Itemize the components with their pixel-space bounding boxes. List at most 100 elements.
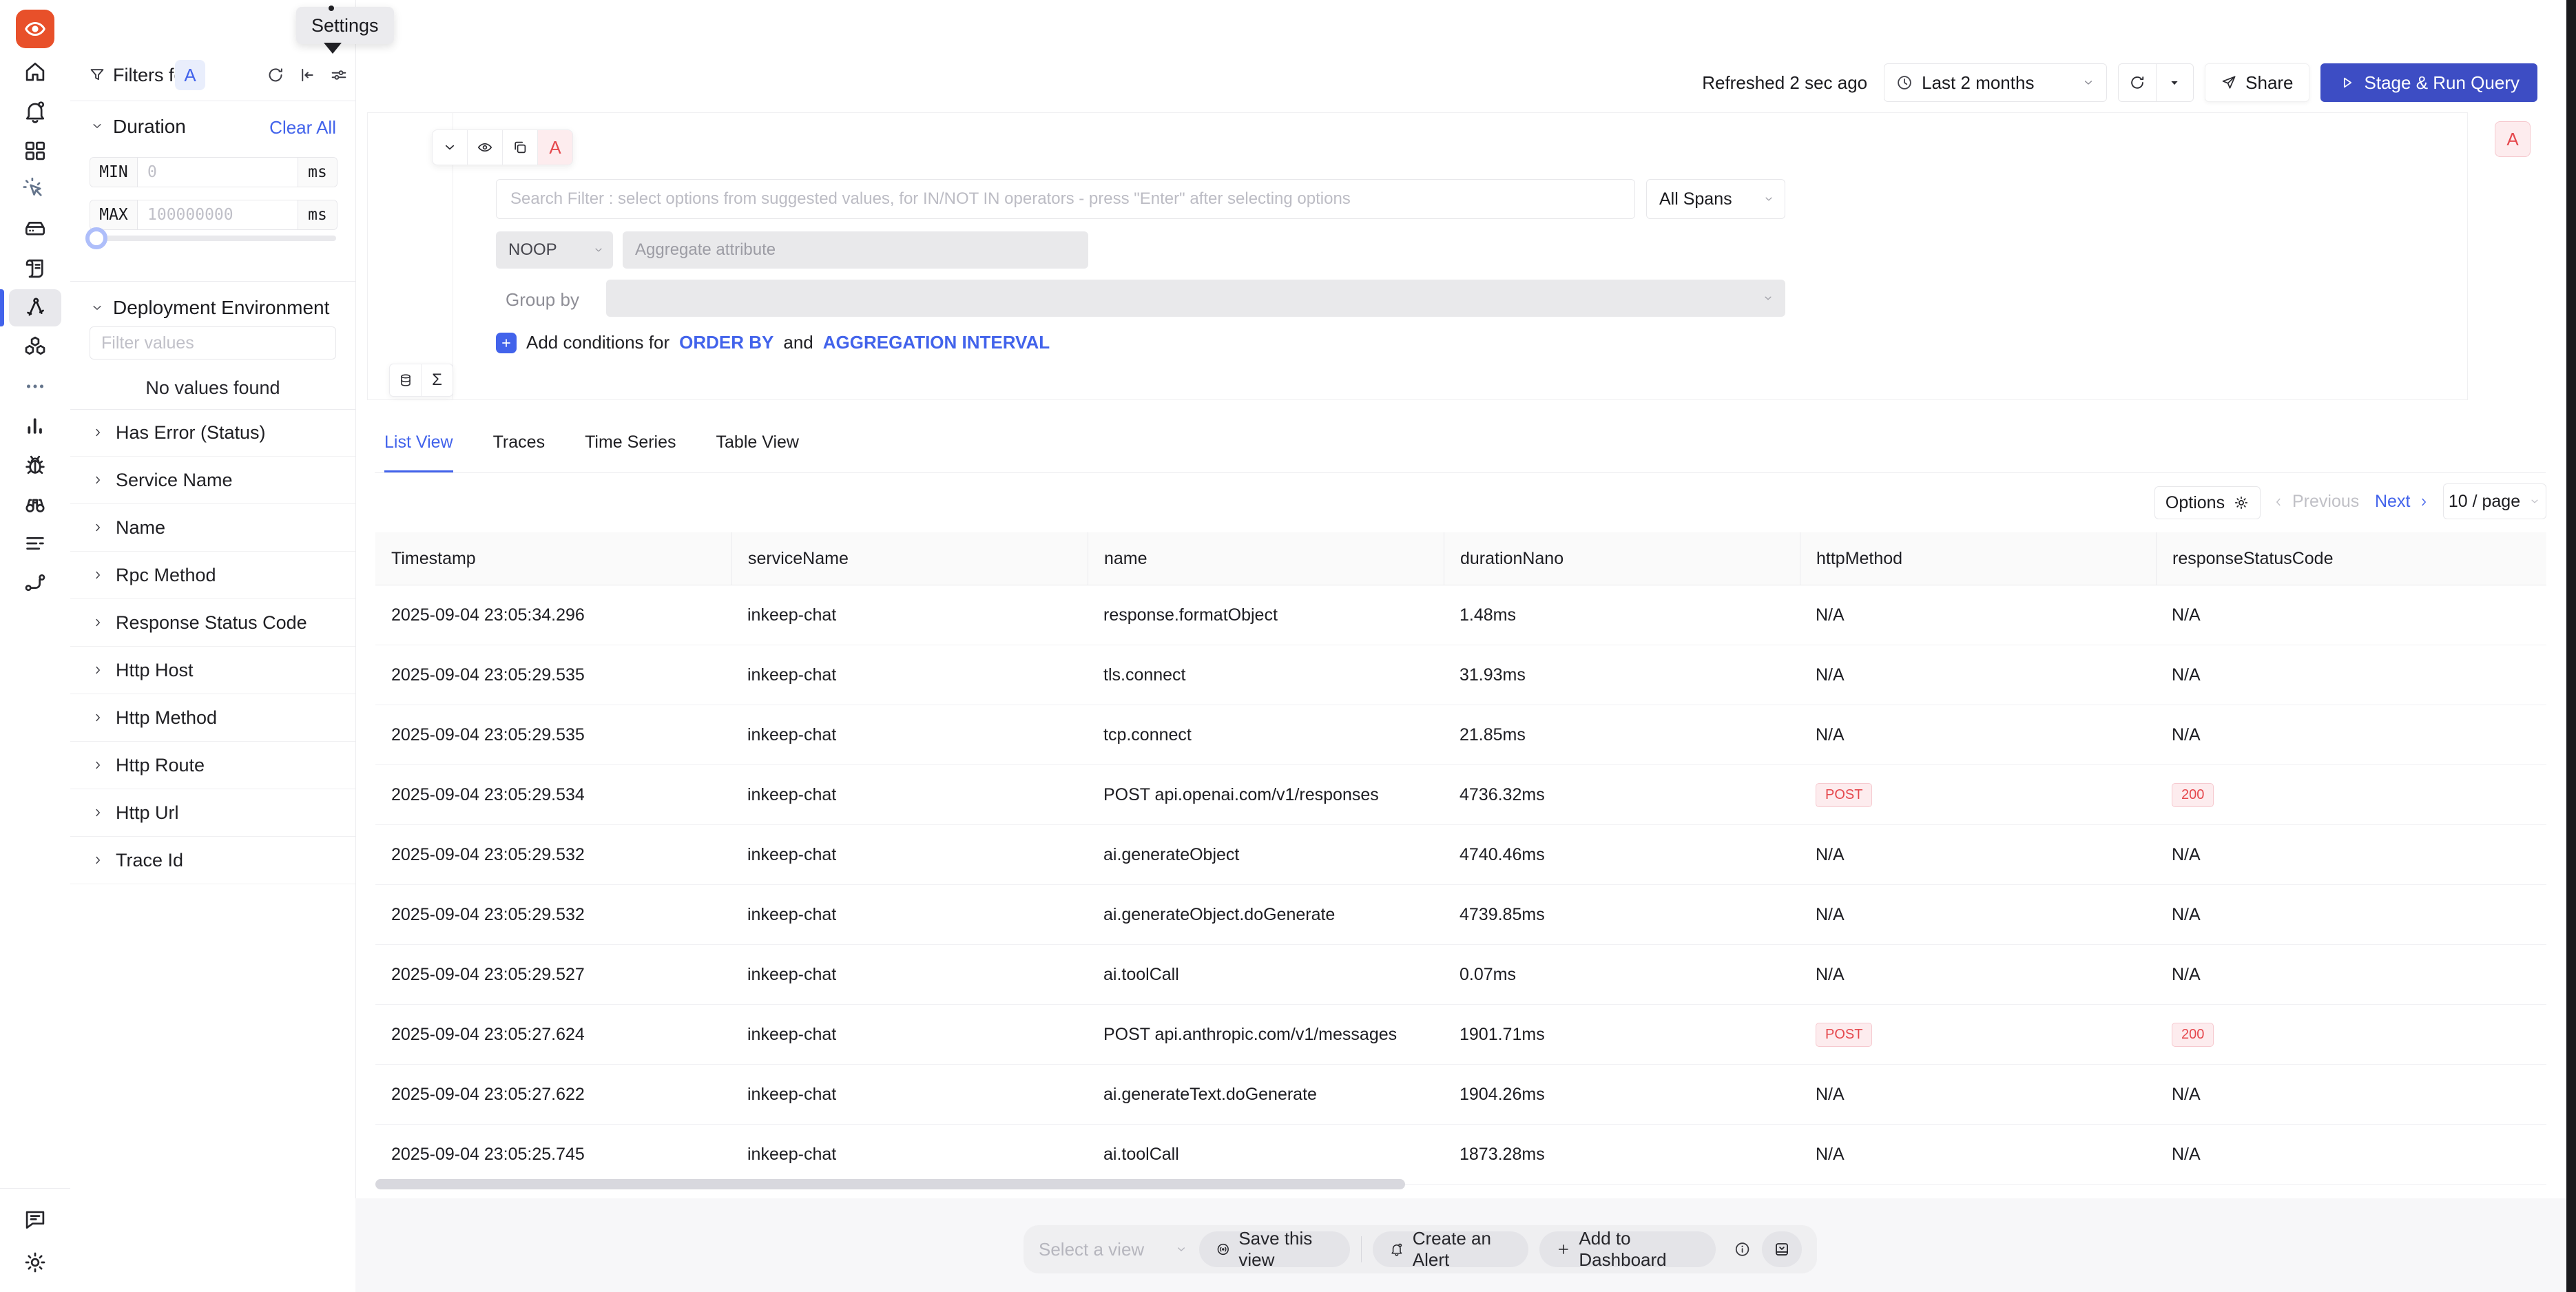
chevron-down-icon[interactable]: [90, 300, 105, 315]
min-unit-label: ms: [298, 158, 337, 187]
duration-min-input[interactable]: 0: [147, 163, 157, 181]
filter-section-service-name[interactable]: Service Name: [70, 457, 355, 504]
table-row[interactable]: 2025-09-04 23:05:27.622 inkeep-chat ai.gen…: [375, 1065, 2546, 1125]
add-to-dashboard-button[interactable]: Add to Dashboard: [1539, 1228, 1716, 1270]
sidebar-item-scroll[interactable]: [9, 250, 61, 287]
table-row[interactable]: 2025-09-04 23:05:29.532 inkeep-chat ai.gen…: [375, 825, 2546, 885]
time-range-select[interactable]: Last 2 months: [1884, 63, 2108, 102]
column-header-Timestamp[interactable]: Timestamp: [391, 548, 476, 568]
query-builder-mode-button[interactable]: [390, 364, 421, 396]
share-button[interactable]: Share: [2205, 63, 2309, 102]
create-alert-button[interactable]: Create an Alert: [1373, 1228, 1528, 1270]
refresh-button[interactable]: [2119, 64, 2157, 101]
horizontal-scrollbar[interactable]: [375, 1179, 1405, 1189]
aggregate-operator-select[interactable]: NOOP: [496, 231, 613, 269]
collapse-panel-icon[interactable]: [298, 65, 317, 85]
sidebar-item-flow[interactable]: [9, 564, 61, 601]
sidebar-item-dots[interactable]: [9, 368, 61, 405]
table-row[interactable]: 2025-09-04 23:05:29.532 inkeep-chat ai.gen…: [375, 885, 2546, 945]
sidebar-item-gear[interactable]: [9, 1244, 61, 1281]
filter-section-trace-id[interactable]: Trace Id: [70, 837, 355, 884]
order-by-link[interactable]: ORDER BY: [679, 332, 774, 353]
group-by-select[interactable]: [606, 280, 1785, 317]
clear-all-link[interactable]: Clear All: [269, 117, 336, 138]
view-tab-time-series[interactable]: Time Series: [585, 433, 676, 452]
view-tab-table-view[interactable]: Table View: [716, 433, 799, 452]
save-view-icon: [1216, 1240, 1231, 1258]
filter-section-has-error-status-[interactable]: Has Error (Status): [70, 409, 355, 457]
chevron-down-icon[interactable]: [90, 118, 105, 134]
chevron-down-icon: [1762, 292, 1774, 304]
table-row[interactable]: 2025-09-04 23:05:34.296 inkeep-chat respon…: [375, 585, 2546, 645]
sidebar-item-chat[interactable]: [9, 1201, 61, 1238]
query-label-badge[interactable]: A: [537, 130, 572, 165]
duration-slider-handle[interactable]: [85, 227, 107, 249]
floating-query-a-badge[interactable]: A: [2495, 121, 2531, 157]
next-page-button[interactable]: Next: [2375, 492, 2431, 512]
table-row[interactable]: 2025-09-04 23:05:25.745 inkeep-chat ai.too…: [375, 1125, 2546, 1185]
column-header-durationNano[interactable]: durationNano: [1444, 532, 1800, 585]
select-view-dropdown[interactable]: Select a view: [1039, 1239, 1188, 1260]
export-panel-button[interactable]: [1762, 1231, 1802, 1267]
table-row[interactable]: 2025-09-04 23:05:29.535 inkeep-chat tcp.co…: [375, 705, 2546, 765]
column-header-name[interactable]: name: [1088, 532, 1444, 585]
search-filter-input[interactable]: Search Filter : select options from sugg…: [496, 179, 1635, 219]
sidebar-item-server[interactable]: [9, 211, 61, 248]
stage-run-query-button[interactable]: Stage & Run Query: [2320, 63, 2537, 102]
clone-query-button[interactable]: [502, 130, 537, 165]
table-row[interactable]: 2025-09-04 23:05:29.527 inkeep-chat ai.too…: [375, 945, 2546, 1005]
sidebar-item-cursor[interactable]: [9, 171, 61, 209]
filter-section-response-status-code[interactable]: Response Status Code: [70, 599, 355, 647]
options-button[interactable]: Options: [2154, 486, 2261, 519]
sidebar-item-list[interactable]: [9, 525, 61, 562]
span-scope-select[interactable]: All Spans: [1646, 179, 1785, 219]
filter-values-input[interactable]: Filter values: [90, 326, 336, 360]
sidebar-item-bug[interactable]: [9, 446, 61, 483]
filter-section-label: Http Method: [116, 707, 218, 728]
column-header-serviceName[interactable]: serviceName: [731, 532, 1088, 585]
duration-slider-track[interactable]: [90, 236, 336, 241]
page-size-select[interactable]: 10 / page: [2443, 483, 2546, 519]
create-alert-label: Create an Alert: [1412, 1228, 1491, 1270]
refresh-options-button[interactable]: [2157, 64, 2194, 101]
add-condition-button[interactable]: [496, 332, 517, 353]
refresh-filters-icon[interactable]: [266, 65, 285, 85]
sidebar-item-binoculars[interactable]: [9, 486, 61, 523]
filter-section-name[interactable]: Name: [70, 504, 355, 552]
toggle-query-visibility-button[interactable]: [467, 130, 502, 165]
info-icon[interactable]: [1734, 1239, 1751, 1260]
filter-settings-icon[interactable]: [329, 65, 349, 85]
column-header-responseStatusCode[interactable]: responseStatusCode: [2156, 532, 2546, 585]
filter-section-http-route[interactable]: Http Route: [70, 742, 355, 789]
chevron-down-icon: [592, 244, 605, 256]
save-this-view-label: Save this view: [1238, 1228, 1313, 1270]
aggregation-interval-link[interactable]: AGGREGATION INTERVAL: [822, 332, 1050, 353]
aggregate-attribute-input[interactable]: Aggregate attribute: [623, 231, 1088, 269]
sidebar-item-cubes[interactable]: [9, 329, 61, 366]
view-tab-traces[interactable]: Traces: [492, 433, 546, 452]
filter-section-rpc-method[interactable]: Rpc Method: [70, 552, 355, 599]
filter-section-http-host[interactable]: Http Host: [70, 647, 355, 694]
save-this-view-button[interactable]: Save this view: [1198, 1228, 1351, 1270]
sidebar-item-home[interactable]: [9, 54, 61, 91]
bell-icon: [1389, 1240, 1404, 1258]
cell-durationNano: 1901.71ms: [1460, 1024, 1545, 1044]
table-row[interactable]: 2025-09-04 23:05:29.534 inkeep-chat POST a…: [375, 765, 2546, 825]
cell-responseStatusCode: N/A: [2172, 665, 2201, 685]
sidebar-item-divider[interactable]: [9, 289, 61, 326]
collapse-query-button[interactable]: [433, 130, 467, 165]
filter-section-http-method[interactable]: Http Method: [70, 694, 355, 742]
previous-page-button[interactable]: Previous: [2272, 492, 2359, 512]
filter-section-http-url[interactable]: Http Url: [70, 789, 355, 837]
sidebar-item-chart[interactable]: [9, 407, 61, 444]
view-tab-list-view[interactable]: List View: [384, 433, 453, 473]
table-row[interactable]: 2025-09-04 23:05:27.624 inkeep-chat POST a…: [375, 1005, 2546, 1065]
sidebar-item-bell[interactable]: [9, 93, 61, 130]
signoz-logo[interactable]: [16, 10, 54, 48]
duration-max-input[interactable]: 100000000: [147, 206, 233, 224]
formula-mode-button[interactable]: Σ: [421, 364, 453, 396]
column-header-httpMethod[interactable]: httpMethod: [1800, 532, 2156, 585]
table-row[interactable]: 2025-09-04 23:05:29.535 inkeep-chat tls.co…: [375, 645, 2546, 705]
cell-responseStatusCode: N/A: [2172, 605, 2201, 625]
sidebar-item-grid[interactable]: [9, 132, 61, 169]
